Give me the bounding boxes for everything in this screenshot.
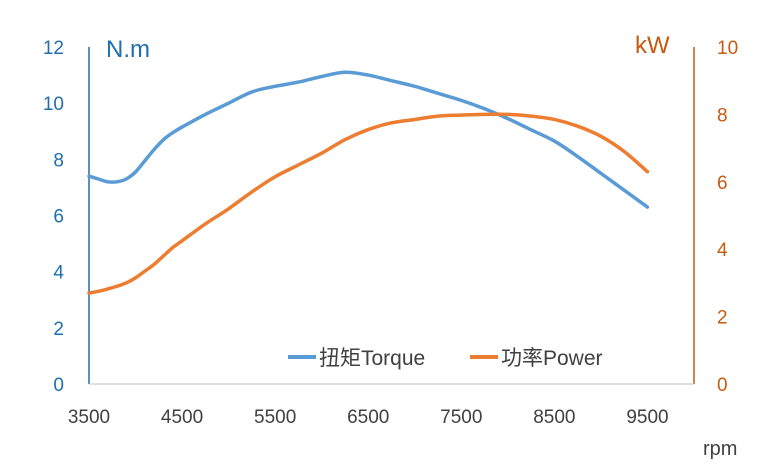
x-tick-5500: 5500 <box>254 407 296 428</box>
x-tick-6500: 6500 <box>347 407 389 428</box>
x-tick-9500: 9500 <box>626 407 668 428</box>
legend-torque-label: 扭矩Torque <box>319 347 425 370</box>
left-y-tick-4: 4 <box>53 263 64 284</box>
right-y-tick-0: 0 <box>717 375 728 396</box>
left-y-tick-0: 0 <box>53 375 64 396</box>
x-tick-4500: 4500 <box>161 407 203 428</box>
left-y-tick-12: 12 <box>43 38 64 59</box>
left-y-tick-6: 6 <box>53 207 64 228</box>
legend: 扭矩Torque 功率Power <box>288 347 603 370</box>
power-series-line <box>87 112 650 295</box>
series-lines <box>87 70 650 295</box>
torque-series-line <box>87 70 650 209</box>
right-y-tick-6: 6 <box>717 173 728 194</box>
right-axis-unit-label: kW <box>635 32 670 59</box>
right-y-tick-10: 10 <box>717 38 738 59</box>
x-tick-labels: 3500 4500 5500 6500 7500 8500 9500 <box>68 407 669 428</box>
right-y-tick-2: 2 <box>717 308 728 329</box>
x-tick-3500: 3500 <box>68 407 110 428</box>
legend-power-label: 功率Power <box>501 347 603 370</box>
left-y-tick-labels: 0 2 4 6 8 10 12 <box>43 38 65 396</box>
right-y-tick-8: 8 <box>717 105 728 126</box>
right-y-tick-labels: 0 2 4 6 8 10 <box>717 38 738 396</box>
left-axis-unit-label: N.m <box>106 36 150 63</box>
x-axis-unit-label: rpm <box>703 438 737 460</box>
right-y-tick-4: 4 <box>717 240 728 261</box>
left-y-tick-2: 2 <box>53 319 64 340</box>
left-y-tick-10: 10 <box>43 94 64 115</box>
x-tick-8500: 8500 <box>533 407 575 428</box>
left-y-tick-8: 8 <box>53 150 64 171</box>
x-tick-7500: 7500 <box>440 407 482 428</box>
